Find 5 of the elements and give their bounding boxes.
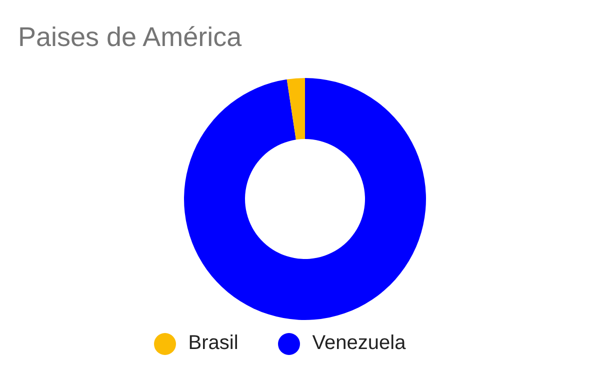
legend-label: Venezuela bbox=[312, 332, 406, 354]
donut-slice bbox=[184, 78, 426, 320]
legend-label: Brasil bbox=[188, 332, 238, 354]
donut-slice bbox=[286, 78, 305, 140]
chart-title: Paises de América bbox=[18, 22, 242, 53]
